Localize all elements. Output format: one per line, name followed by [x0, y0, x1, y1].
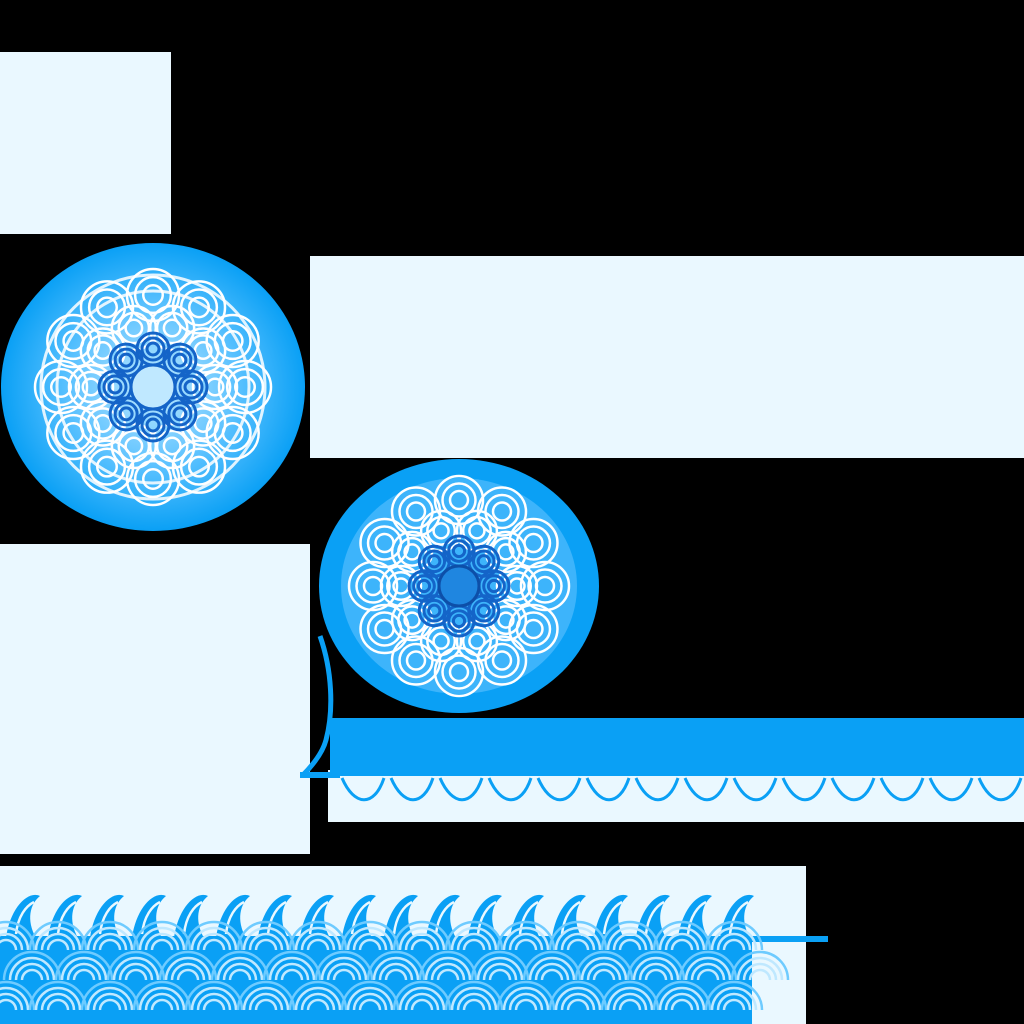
light-panel-mid-left	[0, 544, 310, 854]
light-panel-top-left	[0, 52, 171, 234]
wave-border-strip	[300, 718, 1024, 802]
mandala-circle-icon-small	[319, 459, 599, 713]
mandala-circle-icon-large	[1, 243, 305, 531]
light-panel-top-right	[310, 256, 1024, 458]
brush-stroke-mark	[300, 635, 334, 778]
wave-pattern-band	[0, 894, 828, 1024]
